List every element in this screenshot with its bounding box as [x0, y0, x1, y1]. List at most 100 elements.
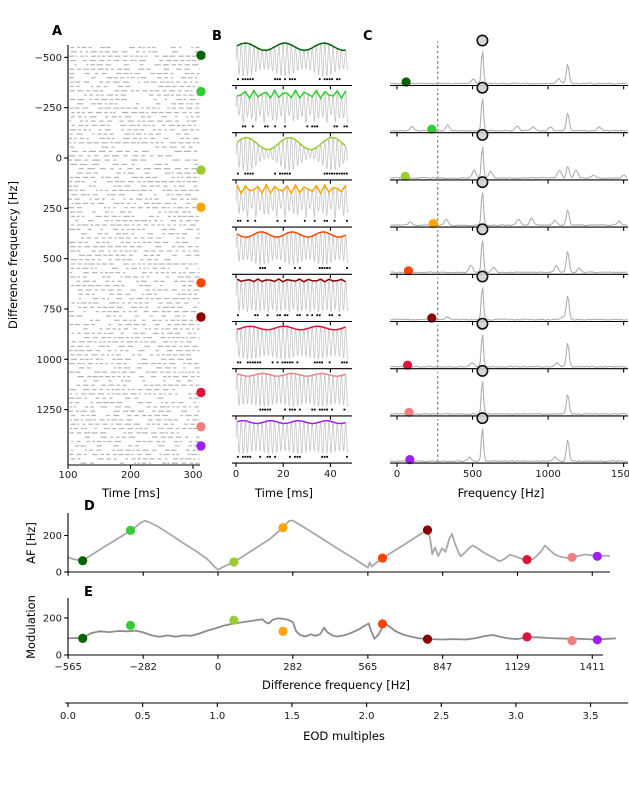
- eod-peak-marker: [476, 412, 489, 425]
- panel-label-e: E: [84, 585, 93, 600]
- tick-label: 2.5: [433, 711, 449, 722]
- tick-label: 20: [277, 469, 290, 480]
- condition-dot: [592, 551, 602, 561]
- tick-label: −282: [129, 662, 156, 673]
- condition-marker: [196, 202, 206, 212]
- eod-peak-marker: [476, 81, 489, 94]
- tick-label: 500: [463, 469, 482, 480]
- eod-peak-marker: [476, 128, 489, 141]
- tick-label: 3.5: [583, 711, 599, 722]
- tick-label: 1000: [37, 355, 62, 366]
- condition-dot: [422, 525, 433, 535]
- panel-label-b: B: [212, 29, 222, 44]
- tick-label: 300: [183, 470, 202, 481]
- tick-label: −565: [54, 662, 81, 673]
- eod-multiples-axis: 0.0 0.5 1.0 1.5 2.0 2.5 3.0 3.5: [60, 702, 628, 722]
- condition-dot: [377, 619, 388, 629]
- condition-marker: [196, 441, 206, 451]
- af-dot: [428, 219, 438, 229]
- axis-label-difference-frequency-e: Difference frequency [Hz]: [262, 678, 410, 692]
- condition-dot: [592, 635, 602, 645]
- panel-label-c: C: [363, 29, 373, 44]
- axis-label-eod-multiples: EOD multiples: [303, 729, 385, 743]
- axis-label-frequency: Frequency [Hz]: [457, 486, 545, 500]
- condition-marker: [196, 86, 206, 97]
- condition-marker: [196, 278, 206, 288]
- condition-dot: [278, 523, 288, 533]
- tick-label: 3.0: [508, 711, 524, 722]
- condition-dot: [229, 615, 239, 625]
- tick-label: 1.5: [284, 711, 300, 722]
- tick-label: 750: [43, 304, 62, 315]
- panel-a-axes: −500 −250 0 250 500 750 1000 1250 100 200 300: [35, 45, 203, 481]
- eod-peak-marker: [476, 270, 489, 283]
- axis-label-time-a: Time [ms]: [102, 486, 160, 500]
- tick-label: 0: [215, 662, 221, 673]
- condition-dot: [377, 553, 388, 563]
- tick-label: 0: [56, 154, 62, 165]
- tick-label: 0.0: [60, 711, 76, 722]
- af-dot: [403, 266, 414, 276]
- eod-peak-marker: [476, 364, 489, 377]
- panel-label-d: D: [84, 499, 95, 514]
- tick-label: 282: [283, 662, 302, 673]
- tick-label: 565: [358, 662, 377, 673]
- af-dot: [405, 455, 415, 465]
- condition-dot: [125, 620, 136, 631]
- condition-marker: [196, 312, 206, 322]
- condition-dot: [278, 626, 288, 636]
- eod-peak-marker: [476, 223, 489, 236]
- tick-label: 40: [324, 469, 337, 480]
- tick-label: 1.0: [209, 711, 225, 722]
- axis-label-difference-frequency: Difference frequency [Hz]: [6, 181, 20, 329]
- condition-dot: [422, 634, 433, 644]
- tick-label: 0: [56, 568, 62, 579]
- tick-label: 100: [58, 470, 77, 481]
- condition-dot: [567, 636, 577, 646]
- eod-peak-marker: [476, 317, 489, 330]
- condition-marker: [196, 165, 206, 175]
- panel-d-af-curve: 0 200: [43, 513, 611, 579]
- tick-label: 0: [394, 469, 400, 480]
- tick-label: 847: [433, 662, 452, 673]
- condition-dot: [522, 632, 532, 642]
- axis-label-af: AF [Hz]: [24, 522, 38, 564]
- panel-a-raster: [68, 46, 200, 464]
- tick-label: 200: [121, 470, 140, 481]
- tick-label: 0: [56, 651, 62, 662]
- panel-b-waveforms: 0 20 40: [232, 42, 352, 480]
- panel-label-a: A: [52, 24, 63, 39]
- condition-dot: [229, 557, 239, 567]
- af-dot: [401, 77, 411, 87]
- af-dot: [403, 360, 413, 370]
- panel-e-modulation-curve: 0 200 −565 −282 0 282 565 847 1129 1411: [43, 598, 616, 673]
- panel-a-condition-markers: [196, 50, 206, 451]
- tick-label: −250: [35, 103, 62, 114]
- condition-dot: [125, 525, 136, 536]
- eod-peak-marker: [476, 176, 489, 189]
- tick-label: 0: [233, 469, 239, 480]
- condition-marker: [196, 422, 206, 432]
- af-dot: [400, 171, 410, 181]
- tick-label: 1000: [535, 469, 560, 480]
- condition-dot: [567, 552, 577, 563]
- condition-dot: [522, 555, 532, 565]
- tick-label: 1129: [505, 662, 530, 673]
- tick-label: 0.5: [135, 711, 151, 722]
- tick-label: 1411: [580, 662, 605, 673]
- af-dot: [404, 407, 414, 417]
- condition-marker: [196, 50, 206, 60]
- tick-label: 200: [43, 614, 62, 625]
- tick-label: 2.0: [359, 711, 375, 722]
- tick-label: 250: [43, 204, 62, 215]
- axis-label-modulation: Modulation: [24, 595, 38, 659]
- tick-label: 500: [43, 254, 62, 265]
- axis-label-time-b: Time [ms]: [255, 486, 313, 500]
- condition-dot: [78, 633, 88, 644]
- tick-label: 1250: [37, 405, 62, 416]
- eod-peak-marker: [476, 34, 489, 47]
